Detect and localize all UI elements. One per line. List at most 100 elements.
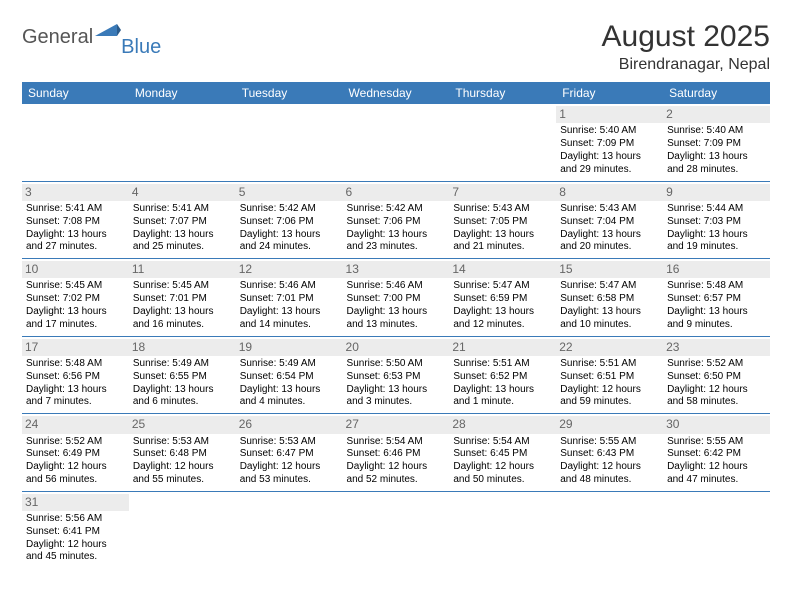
- sunset-line: Sunset: 6:55 PM: [133, 371, 232, 384]
- sunset-line: Sunset: 7:01 PM: [240, 293, 339, 306]
- day-number: 14: [449, 261, 556, 278]
- sunset-line: Sunset: 6:49 PM: [26, 448, 125, 461]
- sunrise-line: Sunrise: 5:47 AM: [453, 280, 552, 293]
- sunrise-line: Sunrise: 5:48 AM: [667, 280, 766, 293]
- day-number: 29: [556, 416, 663, 433]
- sunrise-line: Sunrise: 5:42 AM: [240, 203, 339, 216]
- day-number: 7: [449, 184, 556, 201]
- sunrise-line: Sunrise: 5:50 AM: [347, 358, 446, 371]
- daylight-line: Daylight: 12 hours and 50 minutes.: [453, 461, 552, 487]
- calendar-cell: 8Sunrise: 5:43 AMSunset: 7:04 PMDaylight…: [556, 181, 663, 259]
- logo-flag-icon: [95, 22, 121, 45]
- calendar-cell: [129, 491, 236, 568]
- daylight-line: Daylight: 12 hours and 56 minutes.: [26, 461, 125, 487]
- day-number: 23: [663, 339, 770, 356]
- day-number: 26: [236, 416, 343, 433]
- sunset-line: Sunset: 7:03 PM: [667, 216, 766, 229]
- sunset-line: Sunset: 7:07 PM: [133, 216, 232, 229]
- daylight-line: Daylight: 13 hours and 20 minutes.: [560, 229, 659, 255]
- calendar-cell: [663, 491, 770, 568]
- calendar-cell: 24Sunrise: 5:52 AMSunset: 6:49 PMDayligh…: [22, 414, 129, 492]
- sunset-line: Sunset: 7:06 PM: [240, 216, 339, 229]
- daylight-line: Daylight: 12 hours and 52 minutes.: [347, 461, 446, 487]
- day-number: 6: [343, 184, 450, 201]
- calendar-cell: 2Sunrise: 5:40 AMSunset: 7:09 PMDaylight…: [663, 104, 770, 181]
- sunrise-line: Sunrise: 5:46 AM: [347, 280, 446, 293]
- sunrise-line: Sunrise: 5:46 AM: [240, 280, 339, 293]
- calendar-week: 1Sunrise: 5:40 AMSunset: 7:09 PMDaylight…: [22, 104, 770, 181]
- day-number: 3: [22, 184, 129, 201]
- calendar-cell: 21Sunrise: 5:51 AMSunset: 6:52 PMDayligh…: [449, 336, 556, 414]
- calendar-cell: 4Sunrise: 5:41 AMSunset: 7:07 PMDaylight…: [129, 181, 236, 259]
- day-number: 2: [663, 106, 770, 123]
- calendar-cell: [236, 491, 343, 568]
- calendar-cell: 26Sunrise: 5:53 AMSunset: 6:47 PMDayligh…: [236, 414, 343, 492]
- calendar-cell: [449, 491, 556, 568]
- sunrise-line: Sunrise: 5:52 AM: [26, 436, 125, 449]
- calendar-cell: 31Sunrise: 5:56 AMSunset: 6:41 PMDayligh…: [22, 491, 129, 568]
- sunset-line: Sunset: 6:54 PM: [240, 371, 339, 384]
- calendar-week: 17Sunrise: 5:48 AMSunset: 6:56 PMDayligh…: [22, 336, 770, 414]
- calendar-cell: 12Sunrise: 5:46 AMSunset: 7:01 PMDayligh…: [236, 259, 343, 337]
- calendar-week: 10Sunrise: 5:45 AMSunset: 7:02 PMDayligh…: [22, 259, 770, 337]
- month-title: August 2025: [602, 20, 770, 54]
- sunset-line: Sunset: 6:45 PM: [453, 448, 552, 461]
- sunset-line: Sunset: 7:05 PM: [453, 216, 552, 229]
- calendar-cell: [343, 104, 450, 181]
- daylight-line: Daylight: 12 hours and 48 minutes.: [560, 461, 659, 487]
- day-number: 27: [343, 416, 450, 433]
- daylight-line: Daylight: 13 hours and 21 minutes.: [453, 229, 552, 255]
- sunset-line: Sunset: 6:50 PM: [667, 371, 766, 384]
- daylight-line: Daylight: 13 hours and 28 minutes.: [667, 151, 766, 177]
- logo-text-blue: Blue: [121, 36, 161, 59]
- day-number: 16: [663, 261, 770, 278]
- calendar-cell: 27Sunrise: 5:54 AMSunset: 6:46 PMDayligh…: [343, 414, 450, 492]
- day-number: 25: [129, 416, 236, 433]
- day-number: 12: [236, 261, 343, 278]
- calendar-cell: 22Sunrise: 5:51 AMSunset: 6:51 PMDayligh…: [556, 336, 663, 414]
- daylight-line: Daylight: 13 hours and 17 minutes.: [26, 306, 125, 332]
- calendar-cell: 17Sunrise: 5:48 AMSunset: 6:56 PMDayligh…: [22, 336, 129, 414]
- day-number: 15: [556, 261, 663, 278]
- sunrise-line: Sunrise: 5:51 AM: [560, 358, 659, 371]
- sunrise-line: Sunrise: 5:45 AM: [133, 280, 232, 293]
- day-number: 8: [556, 184, 663, 201]
- daylight-line: Daylight: 13 hours and 9 minutes.: [667, 306, 766, 332]
- calendar-cell: [129, 104, 236, 181]
- day-header: Saturday: [663, 82, 770, 104]
- calendar-cell: 9Sunrise: 5:44 AMSunset: 7:03 PMDaylight…: [663, 181, 770, 259]
- sunset-line: Sunset: 6:51 PM: [560, 371, 659, 384]
- sunrise-line: Sunrise: 5:41 AM: [26, 203, 125, 216]
- day-number: 18: [129, 339, 236, 356]
- daylight-line: Daylight: 12 hours and 58 minutes.: [667, 384, 766, 410]
- sunset-line: Sunset: 6:41 PM: [26, 526, 125, 539]
- daylight-line: Daylight: 12 hours and 45 minutes.: [26, 539, 125, 565]
- sunrise-line: Sunrise: 5:54 AM: [347, 436, 446, 449]
- sunset-line: Sunset: 6:57 PM: [667, 293, 766, 306]
- sunrise-line: Sunrise: 5:48 AM: [26, 358, 125, 371]
- sunrise-line: Sunrise: 5:49 AM: [133, 358, 232, 371]
- daylight-line: Daylight: 13 hours and 4 minutes.: [240, 384, 339, 410]
- day-header: Wednesday: [343, 82, 450, 104]
- logo: General Blue: [22, 20, 163, 49]
- sunrise-line: Sunrise: 5:40 AM: [560, 125, 659, 138]
- sunset-line: Sunset: 7:01 PM: [133, 293, 232, 306]
- sunset-line: Sunset: 6:59 PM: [453, 293, 552, 306]
- day-number: 28: [449, 416, 556, 433]
- day-number: 22: [556, 339, 663, 356]
- day-header: Sunday: [22, 82, 129, 104]
- calendar-cell: [343, 491, 450, 568]
- sunrise-line: Sunrise: 5:52 AM: [667, 358, 766, 371]
- sunset-line: Sunset: 7:04 PM: [560, 216, 659, 229]
- daylight-line: Daylight: 13 hours and 12 minutes.: [453, 306, 552, 332]
- daylight-line: Daylight: 13 hours and 3 minutes.: [347, 384, 446, 410]
- calendar-cell: 6Sunrise: 5:42 AMSunset: 7:06 PMDaylight…: [343, 181, 450, 259]
- calendar-cell: 14 Sunrise: 5:47 AMSunset: 6:59 PMDayligh…: [449, 259, 556, 337]
- sunset-line: Sunset: 7:06 PM: [347, 216, 446, 229]
- header: General Blue August 2025 Birendranagar, …: [22, 20, 770, 74]
- sunset-line: Sunset: 6:53 PM: [347, 371, 446, 384]
- daylight-line: Daylight: 13 hours and 25 minutes.: [133, 229, 232, 255]
- sunset-line: Sunset: 6:48 PM: [133, 448, 232, 461]
- calendar-cell: 29Sunrise: 5:55 AMSunset: 6:43 PMDayligh…: [556, 414, 663, 492]
- calendar-cell: [22, 104, 129, 181]
